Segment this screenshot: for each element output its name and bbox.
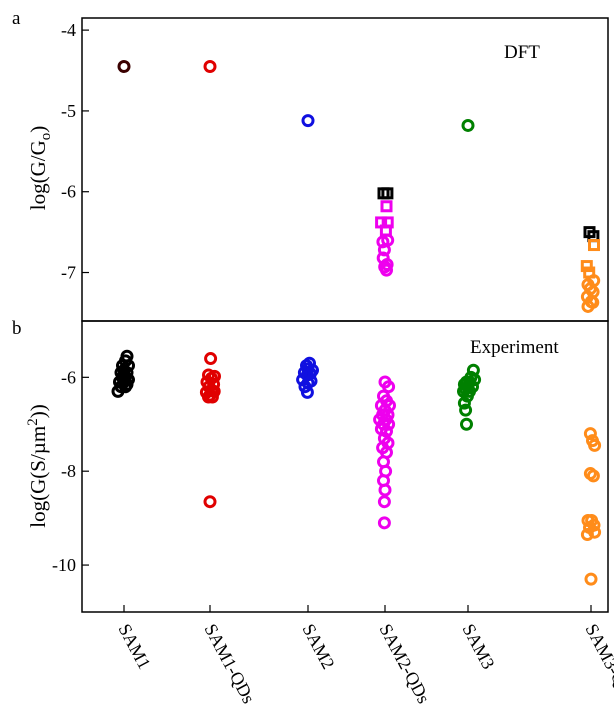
- data-point-circle: [117, 59, 131, 73]
- y-tick-label: -8: [61, 461, 76, 481]
- data-point-square: [381, 187, 394, 200]
- x-tick-label: SAM2: [298, 620, 338, 672]
- data-point-circle: [380, 263, 393, 277]
- panel-a-y-axis-label: log(G/Go): [26, 126, 54, 211]
- y-tick-label: -6: [61, 182, 76, 202]
- data-point-circle: [460, 389, 474, 403]
- panel-a-annotation: DFT: [504, 42, 540, 63]
- data-point-circle: [300, 385, 314, 399]
- x-tick-label: SAM1: [114, 620, 154, 672]
- panel-b-label: b: [12, 318, 22, 339]
- panel-b-points: [111, 349, 602, 586]
- data-point-circle: [377, 516, 391, 530]
- data-point-circle: [584, 572, 598, 586]
- data-point-circle: [205, 390, 219, 404]
- data-point-square: [380, 200, 393, 213]
- data-point-circle: [460, 417, 473, 431]
- x-tick-label: SAM3: [458, 620, 498, 672]
- panel-b: b Experiment log(G(S/µm2)) -6 -8 -10: [12, 318, 609, 613]
- data-point-circle: [204, 352, 218, 366]
- x-tick-label: SAM3-QDs: [581, 620, 614, 706]
- data-point-circle: [203, 59, 217, 73]
- data-point-square: [580, 260, 593, 273]
- data-point-circle: [378, 483, 392, 497]
- data-point-circle: [461, 118, 475, 132]
- data-point-circle: [588, 525, 602, 539]
- panel-a-y-ticks: -4 -5 -6 -7: [61, 20, 89, 283]
- data-point-circle: [380, 257, 394, 271]
- x-axis-ticks: [123, 605, 592, 612]
- data-point-circle: [382, 380, 396, 394]
- data-point-circle: [301, 114, 315, 128]
- y-tick-label: -10: [52, 555, 76, 575]
- data-point-circle: [377, 495, 391, 509]
- panel-b-y-ticks: -6 -8 -10: [52, 367, 89, 575]
- panel-a-ylabel-sub: o: [38, 133, 54, 141]
- data-point-circle: [580, 528, 594, 542]
- data-point-circle: [203, 495, 217, 509]
- panel-a-label: a: [12, 8, 21, 29]
- data-point-circle: [588, 438, 602, 452]
- data-point-circle: [111, 384, 125, 398]
- x-tick-label: SAM2-QDs: [375, 620, 434, 706]
- y-tick-label: -4: [61, 20, 76, 40]
- y-tick-label: -5: [61, 101, 76, 121]
- panel-b-frame: [81, 320, 609, 613]
- data-point-square: [379, 224, 392, 237]
- panel-a-ylabel-main: log(G/G: [26, 140, 50, 210]
- data-point-square: [588, 239, 600, 252]
- data-point-circle: [459, 403, 473, 417]
- data-point-circle: [380, 424, 393, 438]
- panel-b-annotation: Experiment: [470, 337, 559, 358]
- panel-a: a DFT log(G/Go) -4 -5 -6 -7: [12, 8, 609, 322]
- y-tick-label: -6: [61, 367, 76, 387]
- x-tick-label: SAM1-QDs: [200, 620, 259, 706]
- panel-a-points: [117, 59, 601, 313]
- panel-b-y-axis-label: log(G(S/µm2)): [25, 404, 50, 527]
- panel-b-ylabel-main: log(G(S/µm: [26, 426, 50, 528]
- data-point-circle: [586, 469, 600, 483]
- panel-b-ylabel-sup: 2: [25, 418, 41, 426]
- data-point-circle: [457, 396, 471, 410]
- y-tick-label: -7: [61, 263, 76, 283]
- data-point-circle: [377, 243, 391, 257]
- x-axis-labels: SAM1 SAM1-QDs SAM2 SAM2-QDs SAM3 SAM3-QDs: [114, 620, 614, 706]
- panel-a-ylabel-close: ): [26, 126, 50, 133]
- data-point-circle: [586, 295, 600, 309]
- panel-a-frame: [81, 17, 609, 322]
- data-point-circle: [583, 427, 597, 441]
- data-point-circle: [304, 374, 318, 388]
- panel-b-ylabel-close: )): [26, 404, 50, 418]
